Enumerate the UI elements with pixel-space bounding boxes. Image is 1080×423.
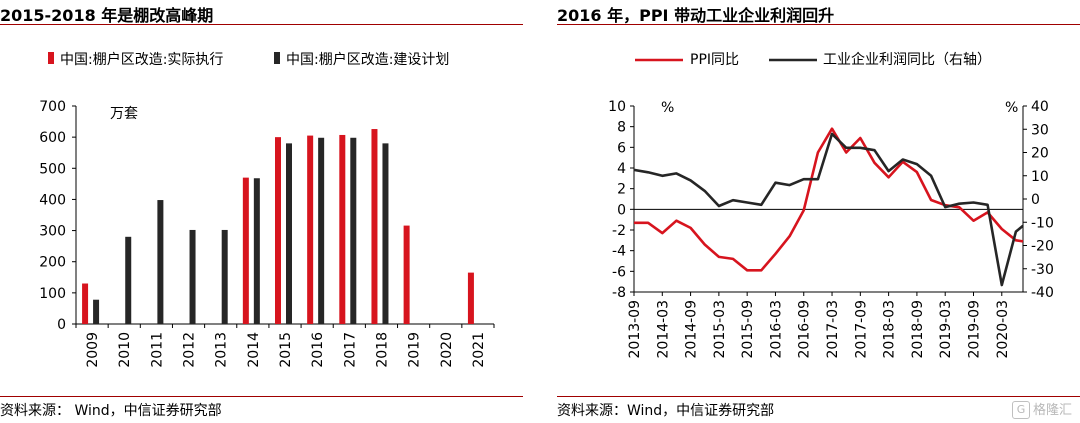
right-axis-tick-label: 30 xyxy=(1031,122,1049,138)
right-axis-tick-label: -30 xyxy=(1031,262,1054,278)
right-x-tick-label: 2017-09 xyxy=(853,300,869,359)
right-x-tick-label: 2018-09 xyxy=(910,300,926,359)
bar-plan xyxy=(318,137,325,324)
bar-actual xyxy=(339,134,346,324)
right-x-tick-label: 2014-03 xyxy=(655,300,671,359)
legend-swatch-plan xyxy=(274,52,280,64)
left-x-tick-label: 2018 xyxy=(374,332,390,368)
left-axis-unit: % xyxy=(661,100,674,116)
bar-plan xyxy=(221,229,228,324)
left-axis-tick-label: -6 xyxy=(612,264,626,280)
line-industrial-profit-yoy xyxy=(633,132,1024,287)
left-x-tick-label: 2021 xyxy=(471,332,487,368)
left-x-tick-label: 2009 xyxy=(85,332,101,368)
bar-actual xyxy=(467,272,474,324)
left-x-tick-label: 2017 xyxy=(342,332,358,368)
right-chart-panel: 2016 年，PPI 带动工业企业利润回升 -8 -6 -4 -2 0 2 4 6 8 10 -40… xyxy=(557,0,1080,423)
right-axis-unit: % xyxy=(1005,100,1018,116)
left-axis-tick-label: -4 xyxy=(612,244,626,260)
bar-plan xyxy=(157,200,164,324)
legend-swatch-actual xyxy=(48,52,54,64)
bar-plan xyxy=(125,236,132,324)
bar-actual xyxy=(371,129,378,324)
right-x-tick-label: 2015-03 xyxy=(712,300,728,359)
left-y-tick-label: 400 xyxy=(39,192,66,208)
left-x-tick-label: 2015 xyxy=(278,332,294,368)
right-x-tick-label: 2016-09 xyxy=(797,300,813,359)
right-top-rule xyxy=(557,24,1080,25)
right-axis-tick-label: 10 xyxy=(1031,169,1049,185)
left-x-tick-label: 2016 xyxy=(310,332,326,368)
right-axis-tick-label: -10 xyxy=(1031,215,1054,231)
bar-plan xyxy=(189,229,196,324)
left-x-tick-label: 2014 xyxy=(246,332,262,368)
left-axis-tick-label: 0 xyxy=(617,202,626,218)
left-axis-tick-label: 6 xyxy=(617,140,626,156)
left-chart-title: 2015-2018 年是棚改高峰期 xyxy=(0,6,214,25)
left-bottom-rule xyxy=(0,396,523,397)
right-x-tick-label: 2013-09 xyxy=(627,300,643,359)
bar-plan xyxy=(253,178,260,324)
right-x-tick-label: 2017-03 xyxy=(825,300,841,359)
right-x-tick-label: 2016-03 xyxy=(768,300,784,359)
right-chart-title: 2016 年，PPI 带动工业企业利润回升 xyxy=(557,6,835,25)
left-top-rule xyxy=(0,24,523,25)
left-x-tick-label: 2010 xyxy=(117,332,133,368)
left-x-tick-label: 2013 xyxy=(214,332,230,368)
right-bottom-rule xyxy=(557,396,1080,397)
bar-plan xyxy=(93,299,100,324)
left-y-tick-label: 200 xyxy=(39,255,66,271)
left-chart-panel: 2015-2018 年是棚改高峰期 0 100 200 300 400 500 600 700… xyxy=(0,0,530,423)
right-x-tick-label: 2018-03 xyxy=(882,300,898,359)
left-axis-tick-label: -2 xyxy=(612,223,626,239)
right-line-chart: -8-6-4-20246810-40-30-20-100102030402013… xyxy=(608,51,1054,359)
left-axis-tick-label: 8 xyxy=(617,120,626,136)
legend-label-actual: 中国:棚户区改造:实际执行 xyxy=(60,51,223,68)
left-axis-tick-label: 2 xyxy=(617,182,626,198)
left-axis-tick-label: -8 xyxy=(612,285,626,301)
right-x-tick-label: 2014-09 xyxy=(684,300,700,359)
bar-plan xyxy=(382,143,389,324)
left-axis-tick-label: 4 xyxy=(617,161,626,177)
left-unit-label: 万套 xyxy=(110,106,138,122)
right-x-tick-label: 2020-03 xyxy=(995,300,1011,359)
left-bar-chart: 0 100 200 300 400 500 600 700 2009 2010 2011 2012 20… xyxy=(39,51,495,368)
left-x-tick-label: 2011 xyxy=(149,332,165,368)
legend-label-ppi: PPI同比 xyxy=(690,52,739,68)
bar-actual xyxy=(82,283,89,324)
left-x-tick-label: 2019 xyxy=(407,332,423,368)
left-x-tick-label: 2020 xyxy=(439,332,455,368)
left-y-tick-label: 700 xyxy=(39,99,66,115)
right-axis-tick-label: -20 xyxy=(1031,239,1054,255)
bar-actual xyxy=(307,135,314,324)
bar-actual xyxy=(403,225,410,324)
bar-actual xyxy=(242,177,249,324)
right-axis-tick-label: -40 xyxy=(1031,285,1054,301)
watermark-text: 格隆汇 xyxy=(1032,402,1072,418)
line-ppi-yoy xyxy=(634,127,1024,272)
left-y-tick-label: 500 xyxy=(39,161,66,177)
right-axis-tick-label: 20 xyxy=(1031,146,1049,162)
right-x-tick-label: 2015-09 xyxy=(740,300,756,359)
left-y-tick-label: 100 xyxy=(39,286,66,302)
right-x-tick-label: 2019-03 xyxy=(938,300,954,359)
watermark: G 格隆汇 xyxy=(1011,399,1072,419)
left-axis-tick-label: 10 xyxy=(608,99,626,115)
bar-plan xyxy=(286,143,292,324)
left-x-tick-label: 2012 xyxy=(182,332,198,368)
right-axis-tick-label: 0 xyxy=(1031,192,1040,208)
left-y-tick-label: 600 xyxy=(39,130,66,146)
bar-actual xyxy=(275,137,281,324)
bar-plan xyxy=(350,137,357,324)
legend-label-plan: 中国:棚户区改造:建设计划 xyxy=(286,51,449,68)
left-y-tick-label: 300 xyxy=(39,224,66,240)
right-source-note: 资料来源：Wind，中信证券研究部 xyxy=(557,403,775,419)
watermark-logo-icon: G xyxy=(1011,401,1030,419)
left-y-tick-label: 0 xyxy=(57,317,66,333)
left-source-note: 资料来源： Wind，中信证券研究部 xyxy=(0,403,222,419)
right-axis-tick-label: 40 xyxy=(1031,99,1049,115)
legend-label-profit: 工业企业利润同比（右轴） xyxy=(823,51,991,68)
right-x-tick-label: 2019-09 xyxy=(966,300,982,359)
